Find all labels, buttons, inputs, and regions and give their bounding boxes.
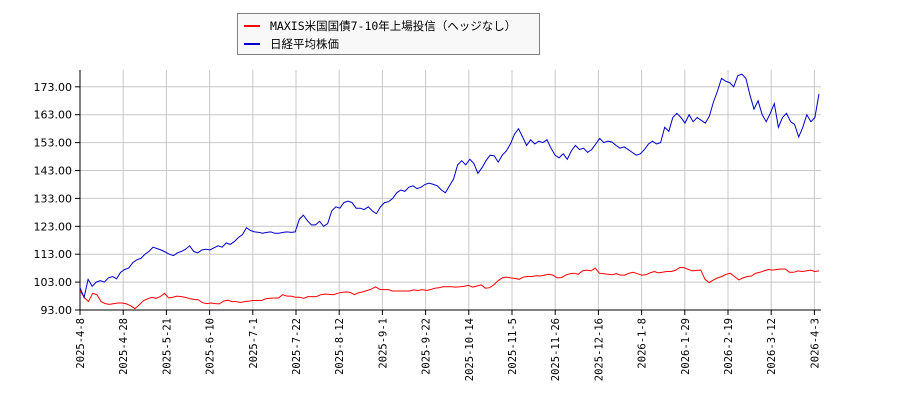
legend-swatch-red xyxy=(244,25,260,27)
x-axis-ticks: 2025-4-8 2025-4-28 2025-5-21 2025-6-10 2025-… xyxy=(75,310,821,381)
y-tick-label: 103.00 xyxy=(34,276,73,289)
y-tick-label: 113.00 xyxy=(34,248,73,261)
y-tick-label: 163.00 xyxy=(34,109,73,122)
x-tick-label: 2025-4-8 xyxy=(75,318,87,369)
y-tick-label: 143.00 xyxy=(34,165,73,178)
series-line-nikkei xyxy=(79,73,820,300)
x-tick-label: 2025-9-1 xyxy=(377,318,389,369)
x-tick-label: 2026-3-12 xyxy=(766,318,778,375)
x-tick-label: 2025-7-22 xyxy=(291,318,303,375)
legend-swatch-blue xyxy=(244,43,260,45)
x-tick-label: 2026-1-29 xyxy=(680,318,692,375)
x-tick-label: 2026-2-19 xyxy=(723,318,735,375)
x-tick-label: 2026-1-8 xyxy=(637,318,649,369)
x-tick-label: 2026-4-3 xyxy=(809,318,821,369)
legend-label: 日経平均株価 xyxy=(270,37,339,51)
x-tick-label: 2025-6-10 xyxy=(205,318,217,375)
legend: MAXIS米国国債7-10年上場投信（ヘッジなし） 日経平均株価 xyxy=(237,13,540,55)
y-tick-label: 123.00 xyxy=(34,220,73,233)
x-tick-label: 2025-10-14 xyxy=(464,318,476,381)
y-tick-label: 153.00 xyxy=(34,137,73,150)
legend-label: MAXIS米国国債7-10年上場投信（ヘッジなし） xyxy=(270,19,517,33)
y-tick-label: 133.00 xyxy=(34,192,73,205)
data-lines xyxy=(79,73,820,310)
x-tick-label: 2025-12-16 xyxy=(593,318,605,381)
x-tick-label: 2025-5-21 xyxy=(161,318,173,375)
axes xyxy=(79,70,821,311)
x-tick-label: 2025-11-5 xyxy=(507,318,519,375)
x-tick-label: 2025-7-1 xyxy=(248,318,260,369)
series-line-maxis xyxy=(79,267,820,310)
grid-lines xyxy=(80,70,821,310)
y-tick-label: 93.00 xyxy=(41,304,73,317)
y-tick-label: 173.00 xyxy=(34,81,73,94)
x-tick-label: 2025-11-26 xyxy=(550,318,562,381)
x-tick-label: 2025-4-28 xyxy=(118,318,130,375)
legend-item-maxis: MAXIS米国国債7-10年上場投信（ヘッジなし） xyxy=(244,18,516,34)
y-axis-ticks: 93.00 103.00 113.00 123.00 133.00 143.00 153.0… xyxy=(34,81,80,317)
x-tick-label: 2025-8-12 xyxy=(334,318,346,375)
legend-item-nikkei: 日経平均株価 xyxy=(244,36,339,52)
x-tick-label: 2025-9-22 xyxy=(421,318,433,375)
